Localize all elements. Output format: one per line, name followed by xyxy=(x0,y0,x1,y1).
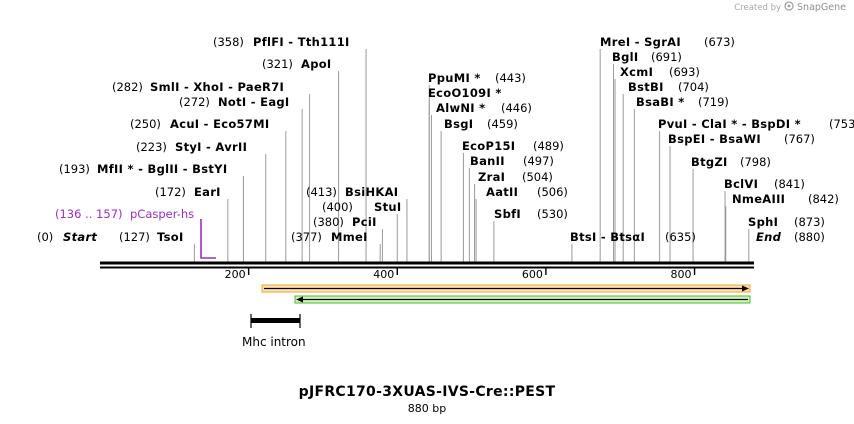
site-position: (693) xyxy=(669,65,700,79)
site-position: (282) xyxy=(112,80,143,94)
ruler-tick-label: 400 xyxy=(373,268,394,281)
site-position: (377) xyxy=(291,230,322,244)
site-name: PflFI - Tth111I xyxy=(253,35,350,49)
credit-prefix: Created by xyxy=(734,2,782,13)
site-position: (193) xyxy=(59,162,90,176)
site-position: (506) xyxy=(537,185,568,199)
site-position: (880) xyxy=(794,230,825,244)
mhc-intron-label: Mhc intron xyxy=(242,335,306,349)
pcasper-name: pCasper-hs xyxy=(130,207,194,221)
site-name: BclVI xyxy=(724,177,758,191)
site-position: (489) xyxy=(533,139,564,153)
site-name: SbfI xyxy=(494,207,521,221)
site-position: (719) xyxy=(698,95,729,109)
site-position: (497) xyxy=(523,154,554,168)
site-name: StyI - AvrII xyxy=(175,140,247,154)
site-position: (691) xyxy=(651,50,682,64)
credit-brand: SnapGene xyxy=(797,2,846,13)
site-position: (504) xyxy=(522,170,553,184)
mhc-intron-feature xyxy=(250,314,301,328)
site-name: AlwNI * xyxy=(436,101,486,115)
site-name: BsiHKAI xyxy=(345,185,398,199)
site-name: SphI xyxy=(748,215,778,229)
ruler-tick-label: 200 xyxy=(225,268,246,281)
ruler: 200 400 600 800 xyxy=(225,267,696,281)
site-position: (272) xyxy=(179,95,210,109)
site-labels: Start (0) TsoI (127) EarI (172) MfII * - BglII… xyxy=(37,35,854,244)
site-position: (250) xyxy=(130,117,161,131)
site-position: (673) xyxy=(704,35,735,49)
site-name: BtsI - BtsαI xyxy=(570,230,645,244)
site-position: (0) xyxy=(37,230,53,244)
site-position: (380) xyxy=(313,215,344,229)
pcasper-feature: (136 .. 157) pCasper-hs xyxy=(55,207,216,259)
site-position: (321) xyxy=(262,57,293,71)
site-position: (635) xyxy=(665,230,696,244)
site-name: EarI xyxy=(194,185,221,199)
site-position: (443) xyxy=(495,71,526,85)
site-name: EcoO109I * xyxy=(428,86,502,100)
site-name: AcuI - Eco57MI xyxy=(170,117,269,131)
site-name: BsaBI * xyxy=(636,95,685,109)
site-position: (446) xyxy=(501,101,532,115)
site-position: (413) xyxy=(306,185,337,199)
plasmid-length: 880 bp xyxy=(407,402,447,415)
site-position: (842) xyxy=(808,192,839,206)
sequence-backbone xyxy=(100,261,754,269)
site-name: XcmI xyxy=(620,65,653,79)
site-name: End xyxy=(756,230,782,244)
site-name: BanII xyxy=(470,154,505,168)
site-name: StuI xyxy=(374,200,401,214)
site-name: Start xyxy=(63,230,97,244)
site-position: (459) xyxy=(487,117,518,131)
site-name: BsgI xyxy=(444,117,473,131)
site-name: MfII * - BglII - BstYI xyxy=(97,162,227,176)
site-name: NmeAIII xyxy=(732,192,785,206)
forward-feature-arrow xyxy=(261,284,751,293)
site-name: ZraI xyxy=(478,170,505,184)
site-position: (400) xyxy=(322,200,353,214)
site-position: (358) xyxy=(213,35,244,49)
site-position: (530) xyxy=(537,207,568,221)
plasmid-linear-map: 200 400 600 800 Start (0) TsoI (127) EarI (172) M… xyxy=(37,35,854,328)
ruler-tick-label: 800 xyxy=(671,268,692,281)
site-stems xyxy=(193,49,750,262)
site-name: ApoI xyxy=(301,57,332,71)
site-name: MreI - SgrAI xyxy=(600,35,681,49)
site-position: (841) xyxy=(774,177,805,191)
site-position: (798) xyxy=(740,155,771,169)
ruler-tick-label: 600 xyxy=(522,268,543,281)
site-name: PciI xyxy=(352,215,377,229)
pcasper-range: (136 .. 157) xyxy=(55,207,123,221)
site-position: (753) xyxy=(829,117,854,131)
site-name: PpuMI * xyxy=(428,71,481,85)
site-name: PvuI - ClaI * - BspDI * xyxy=(658,117,801,131)
credit: Created by SnapGene xyxy=(734,1,846,14)
site-name: BspEI - BsaWI xyxy=(668,132,761,146)
site-name: BtgZI xyxy=(691,155,728,169)
site-name: EcoP15I xyxy=(462,139,515,153)
plasmid-title: pJFRC170-3XUAS-IVS-Cre::PEST xyxy=(298,384,556,400)
site-position: (704) xyxy=(678,80,709,94)
reverse-feature-arrow xyxy=(294,295,751,304)
site-position: (127) xyxy=(119,230,150,244)
site-name: NotI - EagI xyxy=(218,95,290,109)
site-name: BglI xyxy=(612,50,638,64)
site-name: BstBI xyxy=(628,80,664,94)
site-name: AatII xyxy=(486,185,518,199)
site-name: MmeI xyxy=(331,230,368,244)
site-name: TsoI xyxy=(157,230,184,244)
site-name: SmlI - XhoI - PaeR7I xyxy=(150,80,284,94)
site-position: (767) xyxy=(784,132,815,146)
snapgene-logo-icon xyxy=(784,1,794,14)
site-position: (223) xyxy=(136,140,167,154)
site-position: (172) xyxy=(155,185,186,199)
site-position: (873) xyxy=(794,215,825,229)
